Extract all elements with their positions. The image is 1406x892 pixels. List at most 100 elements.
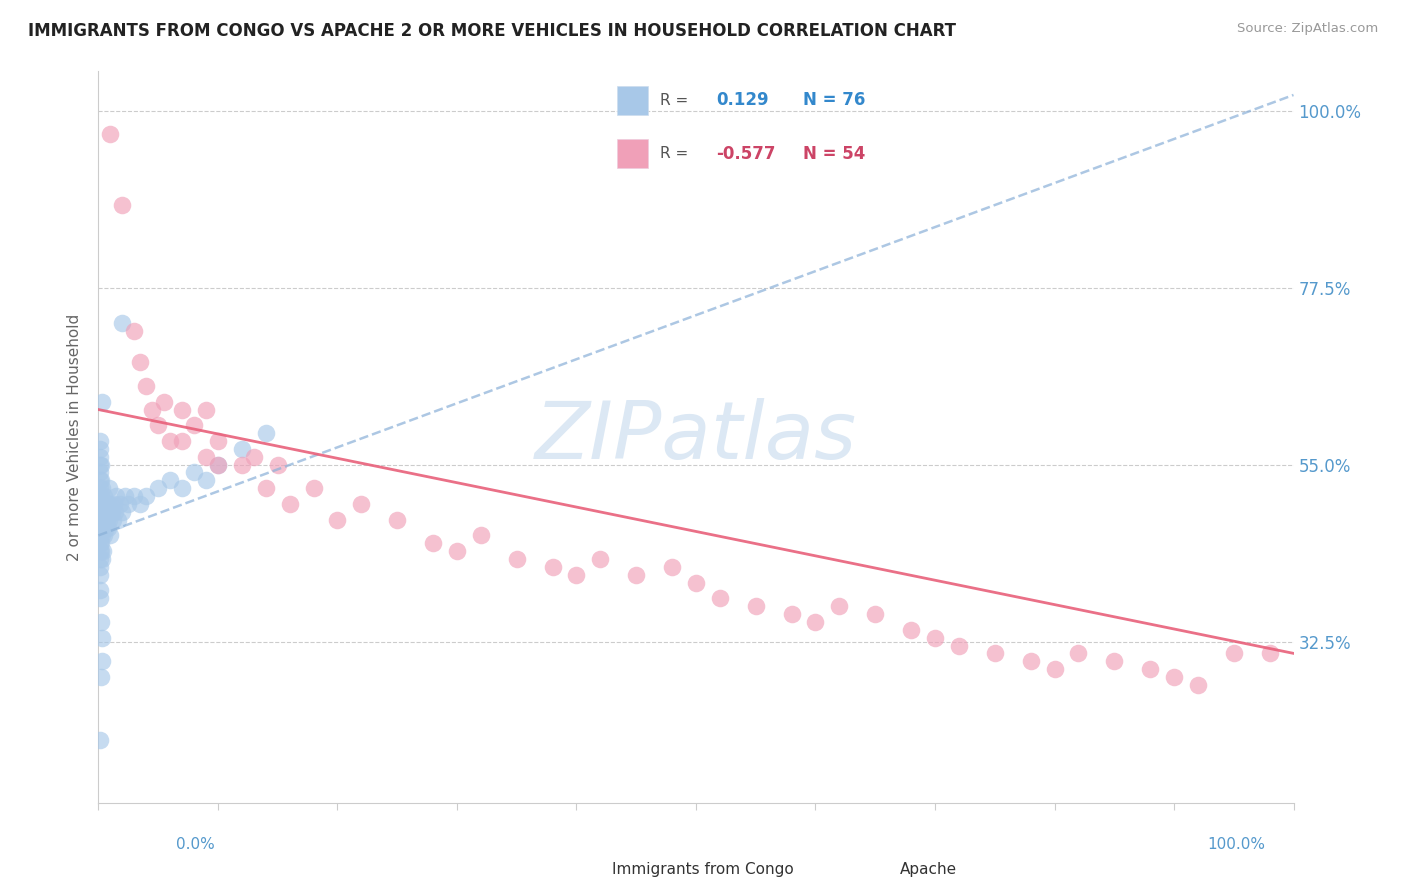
Point bbox=[1163, 670, 1185, 684]
Text: 100.0%: 100.0% bbox=[1208, 837, 1265, 852]
Point bbox=[589, 552, 612, 566]
Point bbox=[103, 497, 125, 511]
Point bbox=[97, 497, 120, 511]
Point bbox=[89, 732, 111, 747]
Point bbox=[243, 450, 266, 464]
Point bbox=[89, 481, 111, 495]
Point bbox=[90, 544, 112, 558]
Point bbox=[626, 567, 648, 582]
Point bbox=[195, 473, 218, 487]
Point bbox=[129, 497, 152, 511]
Point bbox=[804, 615, 827, 629]
Point bbox=[98, 128, 122, 142]
Point bbox=[98, 481, 121, 495]
Point bbox=[89, 559, 111, 574]
Point bbox=[93, 513, 115, 527]
Point bbox=[91, 631, 114, 645]
Text: -0.577: -0.577 bbox=[716, 145, 776, 162]
Point bbox=[565, 567, 588, 582]
Point bbox=[96, 497, 118, 511]
Point bbox=[350, 497, 373, 511]
Point bbox=[195, 450, 218, 464]
Point bbox=[1019, 654, 1042, 668]
Point bbox=[89, 583, 111, 598]
Point bbox=[470, 528, 492, 542]
Point bbox=[89, 591, 111, 606]
Point bbox=[100, 505, 122, 519]
Point bbox=[90, 615, 112, 629]
Point bbox=[780, 607, 803, 621]
Point bbox=[89, 520, 111, 534]
Text: 0.0%: 0.0% bbox=[176, 837, 215, 852]
Point bbox=[91, 394, 114, 409]
Point bbox=[326, 513, 349, 527]
Point bbox=[89, 489, 111, 503]
Point bbox=[89, 567, 111, 582]
Point bbox=[91, 528, 114, 542]
Point bbox=[207, 458, 229, 472]
Point bbox=[105, 489, 128, 503]
Point bbox=[1043, 662, 1066, 676]
Point bbox=[98, 528, 122, 542]
Point bbox=[385, 513, 409, 527]
Point bbox=[111, 198, 134, 212]
Point bbox=[91, 497, 114, 511]
Point bbox=[90, 458, 112, 472]
Point bbox=[98, 513, 121, 527]
Point bbox=[89, 466, 111, 480]
Point bbox=[117, 497, 139, 511]
Point bbox=[685, 575, 707, 590]
Point bbox=[89, 544, 111, 558]
Point bbox=[267, 458, 290, 472]
Text: N = 76: N = 76 bbox=[803, 92, 865, 110]
Point bbox=[111, 316, 134, 330]
Point bbox=[89, 513, 111, 527]
Point bbox=[89, 552, 111, 566]
Point bbox=[89, 473, 111, 487]
Point bbox=[1104, 654, 1126, 668]
Point bbox=[948, 639, 970, 653]
Point bbox=[900, 623, 922, 637]
Point bbox=[231, 442, 253, 456]
Point bbox=[135, 489, 157, 503]
Point bbox=[89, 536, 111, 550]
Point bbox=[1223, 646, 1246, 660]
Point bbox=[159, 434, 181, 448]
Point bbox=[124, 489, 146, 503]
Point bbox=[89, 505, 111, 519]
Point bbox=[1067, 646, 1090, 660]
Point bbox=[94, 520, 117, 534]
Point bbox=[172, 434, 194, 448]
Point bbox=[709, 591, 731, 606]
Text: ZIPatlas: ZIPatlas bbox=[534, 398, 858, 476]
Point bbox=[745, 599, 768, 614]
Point bbox=[148, 418, 170, 433]
Point bbox=[91, 481, 114, 495]
Point bbox=[153, 394, 176, 409]
Point bbox=[984, 646, 1007, 660]
Point bbox=[135, 379, 157, 393]
Point bbox=[207, 434, 229, 448]
Point bbox=[91, 520, 114, 534]
Point bbox=[91, 544, 114, 558]
Point bbox=[183, 418, 205, 433]
Point bbox=[93, 489, 115, 503]
Point bbox=[94, 505, 117, 519]
Point bbox=[89, 450, 111, 464]
Point bbox=[506, 552, 529, 566]
Y-axis label: 2 or more Vehicles in Household: 2 or more Vehicles in Household bbox=[67, 313, 83, 561]
Point bbox=[104, 505, 127, 519]
Point bbox=[1258, 646, 1281, 660]
Point bbox=[91, 505, 114, 519]
Text: Immigrants from Congo: Immigrants from Congo bbox=[612, 863, 794, 877]
Point bbox=[108, 497, 131, 511]
Point bbox=[107, 513, 129, 527]
Point bbox=[114, 489, 136, 503]
Point bbox=[90, 670, 112, 684]
Point bbox=[89, 434, 111, 448]
Point bbox=[148, 481, 170, 495]
Text: IMMIGRANTS FROM CONGO VS APACHE 2 OR MORE VEHICLES IN HOUSEHOLD CORRELATION CHAR: IMMIGRANTS FROM CONGO VS APACHE 2 OR MOR… bbox=[28, 22, 956, 40]
Point bbox=[207, 458, 229, 472]
Point bbox=[93, 528, 115, 542]
Point bbox=[828, 599, 851, 614]
